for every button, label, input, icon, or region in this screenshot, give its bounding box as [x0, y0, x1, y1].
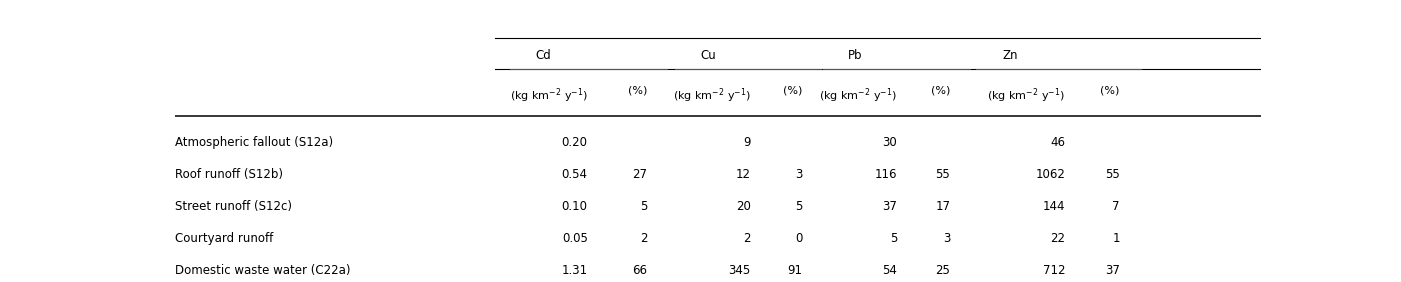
- Text: 91: 91: [787, 265, 803, 277]
- Text: 2: 2: [743, 232, 751, 245]
- Text: 0: 0: [796, 232, 803, 245]
- Text: 17: 17: [936, 200, 950, 213]
- Text: Courtyard runoff: Courtyard runoff: [175, 232, 273, 245]
- Text: 116: 116: [874, 168, 897, 181]
- Text: Cu: Cu: [700, 49, 716, 62]
- Text: 46: 46: [1051, 136, 1066, 149]
- Text: 712: 712: [1042, 265, 1066, 277]
- Text: (%): (%): [628, 86, 647, 96]
- Text: 55: 55: [936, 168, 950, 181]
- Text: 37: 37: [1105, 265, 1119, 277]
- Text: (%): (%): [1100, 86, 1119, 96]
- Text: 20: 20: [736, 200, 751, 213]
- Text: 1: 1: [1112, 232, 1119, 245]
- Text: 1062: 1062: [1035, 168, 1066, 181]
- Text: Roof runoff (S12b): Roof runoff (S12b): [175, 168, 283, 181]
- Text: (kg km$^{-2}$ y$^{-1}$): (kg km$^{-2}$ y$^{-1}$): [988, 86, 1066, 105]
- Text: 144: 144: [1042, 200, 1066, 213]
- Text: (kg km$^{-2}$ y$^{-1}$): (kg km$^{-2}$ y$^{-1}$): [820, 86, 897, 105]
- Text: 22: 22: [1051, 232, 1066, 245]
- Text: Pb: Pb: [849, 49, 863, 62]
- Text: Domestic waste water (C22a): Domestic waste water (C22a): [175, 265, 350, 277]
- Text: 1.31: 1.31: [562, 265, 588, 277]
- Text: 30: 30: [883, 136, 897, 149]
- Text: (%): (%): [932, 86, 950, 96]
- Text: 2: 2: [640, 232, 647, 245]
- Text: (kg km$^{-2}$ y$^{-1}$): (kg km$^{-2}$ y$^{-1}$): [672, 86, 751, 105]
- Text: Atmospheric fallout (S12a): Atmospheric fallout (S12a): [175, 136, 333, 149]
- Text: 0.20: 0.20: [562, 136, 588, 149]
- Text: Street runoff (S12c): Street runoff (S12c): [175, 200, 293, 213]
- Text: (kg km$^{-2}$ y$^{-1}$): (kg km$^{-2}$ y$^{-1}$): [510, 86, 588, 105]
- Text: 9: 9: [743, 136, 751, 149]
- Text: 3: 3: [943, 232, 950, 245]
- Text: (%): (%): [783, 86, 803, 96]
- Text: 5: 5: [640, 200, 647, 213]
- Text: 55: 55: [1105, 168, 1119, 181]
- Text: 3: 3: [796, 168, 803, 181]
- Text: 54: 54: [883, 265, 897, 277]
- Text: 37: 37: [883, 200, 897, 213]
- Text: 27: 27: [632, 168, 647, 181]
- Text: Zn: Zn: [1003, 49, 1019, 62]
- Text: 345: 345: [729, 265, 751, 277]
- Text: 7: 7: [1112, 200, 1119, 213]
- Text: Cd: Cd: [535, 49, 552, 62]
- Text: 0.05: 0.05: [562, 232, 588, 245]
- Text: 5: 5: [890, 232, 897, 245]
- Text: 25: 25: [936, 265, 950, 277]
- Text: 12: 12: [736, 168, 751, 181]
- Text: 0.54: 0.54: [562, 168, 588, 181]
- Text: 66: 66: [632, 265, 647, 277]
- Text: 5: 5: [796, 200, 803, 213]
- Text: 0.10: 0.10: [562, 200, 588, 213]
